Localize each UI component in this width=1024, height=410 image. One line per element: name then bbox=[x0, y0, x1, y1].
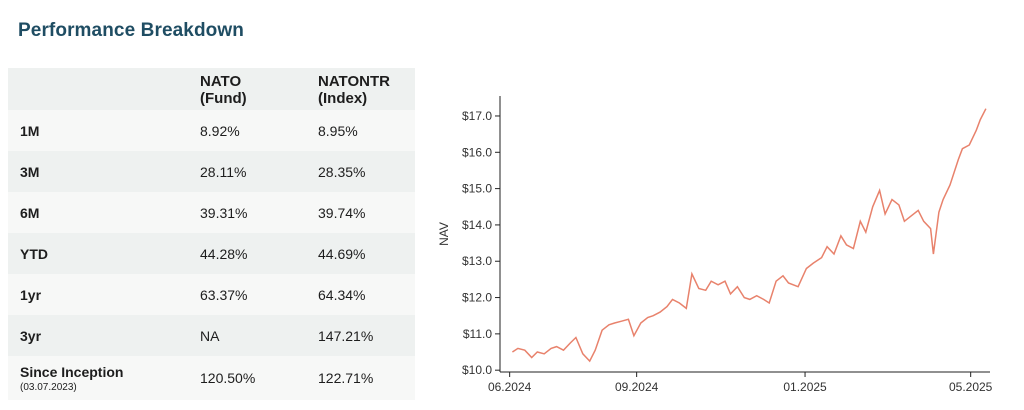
index-return-cell: 44.69% bbox=[318, 245, 366, 262]
fund-return-cell: 63.37% bbox=[200, 286, 248, 303]
fund-return-cell: 44.28% bbox=[200, 245, 248, 262]
column-header-fund: NATO (Fund) bbox=[188, 68, 306, 110]
row-label: YTD bbox=[20, 245, 48, 262]
index-return-cell: 147.21% bbox=[318, 327, 374, 344]
column-header-empty bbox=[8, 68, 188, 110]
table-row: Since Inception (03.07.2023) 120.50% 122… bbox=[8, 356, 415, 400]
nav-series-line bbox=[511, 108, 987, 363]
nav-line-chart: $10.0 $11.0 $12.0 $13.0 $14.0 $15.0 $16.0 $17.0… bbox=[437, 96, 993, 394]
x-axis-ticks: 06.2024 09.2024 01.2025 05.2025 bbox=[488, 372, 993, 394]
row-label: Since Inception bbox=[20, 363, 124, 380]
fund-return-cell: 28.11% bbox=[200, 163, 247, 180]
x-tick-label: 01.2025 bbox=[783, 380, 827, 394]
y-tick-label: $10.0 bbox=[462, 363, 492, 377]
index-return-cell: 8.95% bbox=[318, 122, 358, 139]
row-label: 3yr bbox=[20, 327, 42, 344]
row-label-since-inception: Since Inception (03.07.2023) bbox=[8, 356, 188, 400]
column-header-fund-type: (Fund) bbox=[200, 90, 247, 107]
y-tick-label: $12.0 bbox=[462, 291, 492, 305]
performance-table: NATO (Fund) NATONTR (Index) 1M 8.92% 8.9… bbox=[8, 68, 415, 400]
table-row: YTD 44.28% 44.69% bbox=[8, 233, 415, 274]
x-tick-label: 09.2024 bbox=[615, 380, 659, 394]
index-return-cell: 39.74% bbox=[318, 204, 366, 221]
x-tick-label: 06.2024 bbox=[488, 380, 532, 394]
row-label: 6M bbox=[20, 204, 40, 221]
table-row: 6M 39.31% 39.74% bbox=[8, 192, 415, 233]
fund-return-cell: NA bbox=[200, 327, 220, 344]
y-axis-label: NAV bbox=[437, 222, 451, 246]
row-label: 1yr bbox=[20, 286, 42, 303]
y-tick-label: $15.0 bbox=[462, 182, 492, 196]
row-label: 1M bbox=[20, 122, 40, 139]
row-label: 3M bbox=[20, 163, 40, 180]
index-return-cell: 64.34% bbox=[318, 286, 366, 303]
column-header-index: NATONTR (Index) bbox=[306, 68, 415, 110]
y-tick-label: $13.0 bbox=[462, 254, 492, 268]
fund-return-cell: 120.50% bbox=[200, 370, 256, 386]
index-return-cell: 28.35% bbox=[318, 163, 366, 180]
y-tick-label: $11.0 bbox=[463, 327, 492, 341]
table-row: 3yr NA 147.21% bbox=[8, 315, 415, 356]
table-row: 1yr 63.37% 64.34% bbox=[8, 274, 415, 315]
fund-return-cell: 39.31% bbox=[200, 204, 248, 221]
y-tick-label: $17.0 bbox=[462, 109, 492, 123]
table-row: 3M 28.11% 28.35% bbox=[8, 151, 415, 192]
x-tick-label: 05.2025 bbox=[949, 380, 993, 394]
page-title: Performance Breakdown bbox=[18, 20, 244, 41]
column-header-index-type: (Index) bbox=[318, 90, 368, 107]
index-return-cell: 122.71% bbox=[318, 370, 374, 386]
column-header-index-name: NATONTR bbox=[318, 73, 390, 90]
fund-return-cell: 8.92% bbox=[200, 122, 240, 139]
y-tick-label: $16.0 bbox=[462, 145, 492, 159]
y-tick-label: $14.0 bbox=[462, 218, 492, 232]
y-axis-ticks: $10.0 $11.0 $12.0 $13.0 $14.0 $15.0 $16.0 $17.0 bbox=[462, 109, 500, 377]
table-row: 1M 8.92% 8.95% bbox=[8, 110, 415, 151]
column-header-fund-name: NATO bbox=[200, 73, 242, 90]
inception-date: (03.07.2023) bbox=[20, 381, 77, 393]
table-header-row: NATO (Fund) NATONTR (Index) bbox=[8, 68, 415, 110]
